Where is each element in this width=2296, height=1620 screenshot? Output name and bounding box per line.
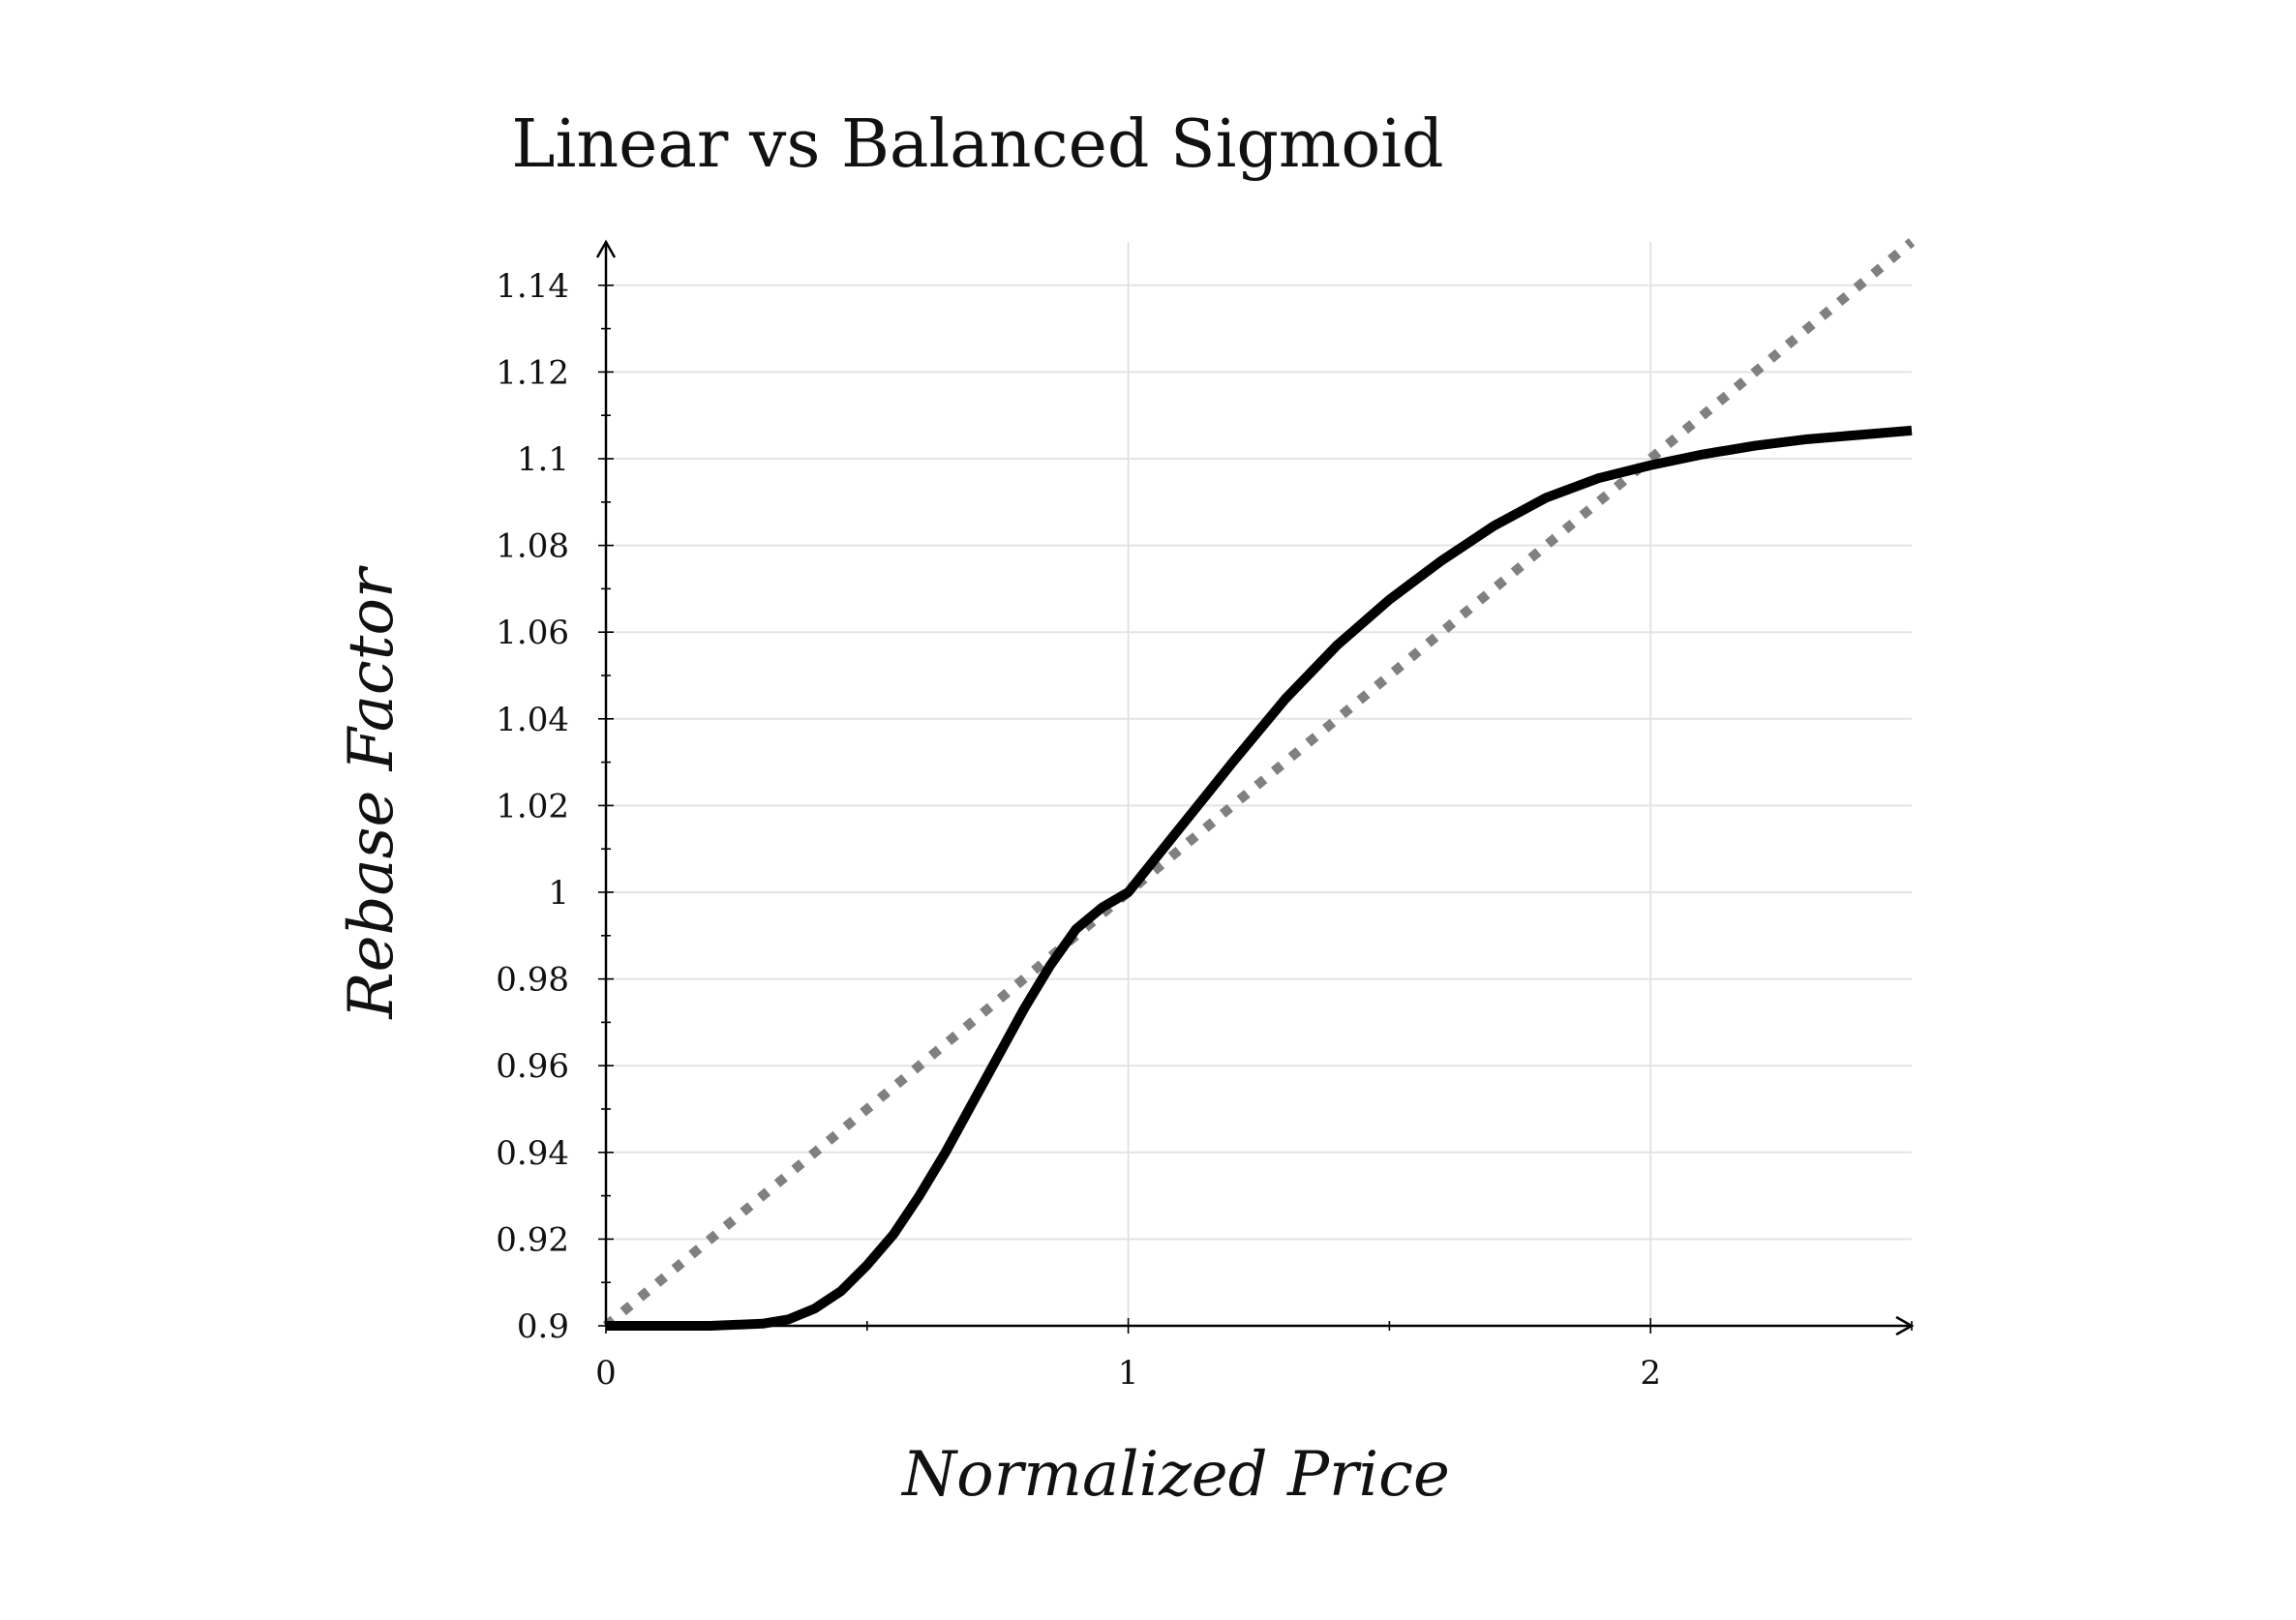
y-tick-label: 0.98 (496, 961, 569, 1000)
series-line-solid (606, 425, 1913, 1331)
y-tick-label: 0.9 (517, 1307, 569, 1346)
series-layer (602, 238, 1916, 1331)
y-axis-label: Rebase Factor (336, 565, 408, 1020)
x-tick-label: 2 (1640, 1354, 1661, 1393)
x-tick-label: 0 (595, 1354, 617, 1393)
x-axis-label: Normalized Price (900, 1439, 1450, 1511)
grid-layer (606, 242, 1912, 1327)
x-axis-arrow (1895, 1315, 1915, 1336)
chart-title: Linear vs Balanced Sigmoid (511, 106, 1443, 183)
tick-layer (598, 284, 1913, 1334)
y-tick-label: 1.12 (496, 353, 569, 392)
label-layer: 0.9 0.92 0.94 0.96 0.98 1 1.02 1.04 1.06 1.08 1.1 1… (496, 267, 1661, 1393)
y-tick-label: 1.04 (496, 701, 569, 739)
y-tick-label: 1.08 (496, 527, 569, 566)
y-tick-label: 1.14 (496, 267, 569, 306)
y-tick-label: 0.94 (496, 1134, 569, 1173)
y-axis-arrow (595, 239, 617, 258)
y-tick-label: 1.06 (496, 614, 569, 652)
y-tick-label: 1 (548, 874, 569, 913)
x-tick-label: 1 (1118, 1354, 1139, 1393)
series-line-dotted (602, 238, 1916, 1330)
y-tick-label: 1.1 (517, 440, 569, 479)
y-tick-label: 0.92 (496, 1220, 569, 1259)
y-tick-label: 1.02 (496, 787, 569, 825)
y-tick-label: 0.96 (496, 1047, 569, 1086)
axis-layer (595, 239, 1915, 1336)
